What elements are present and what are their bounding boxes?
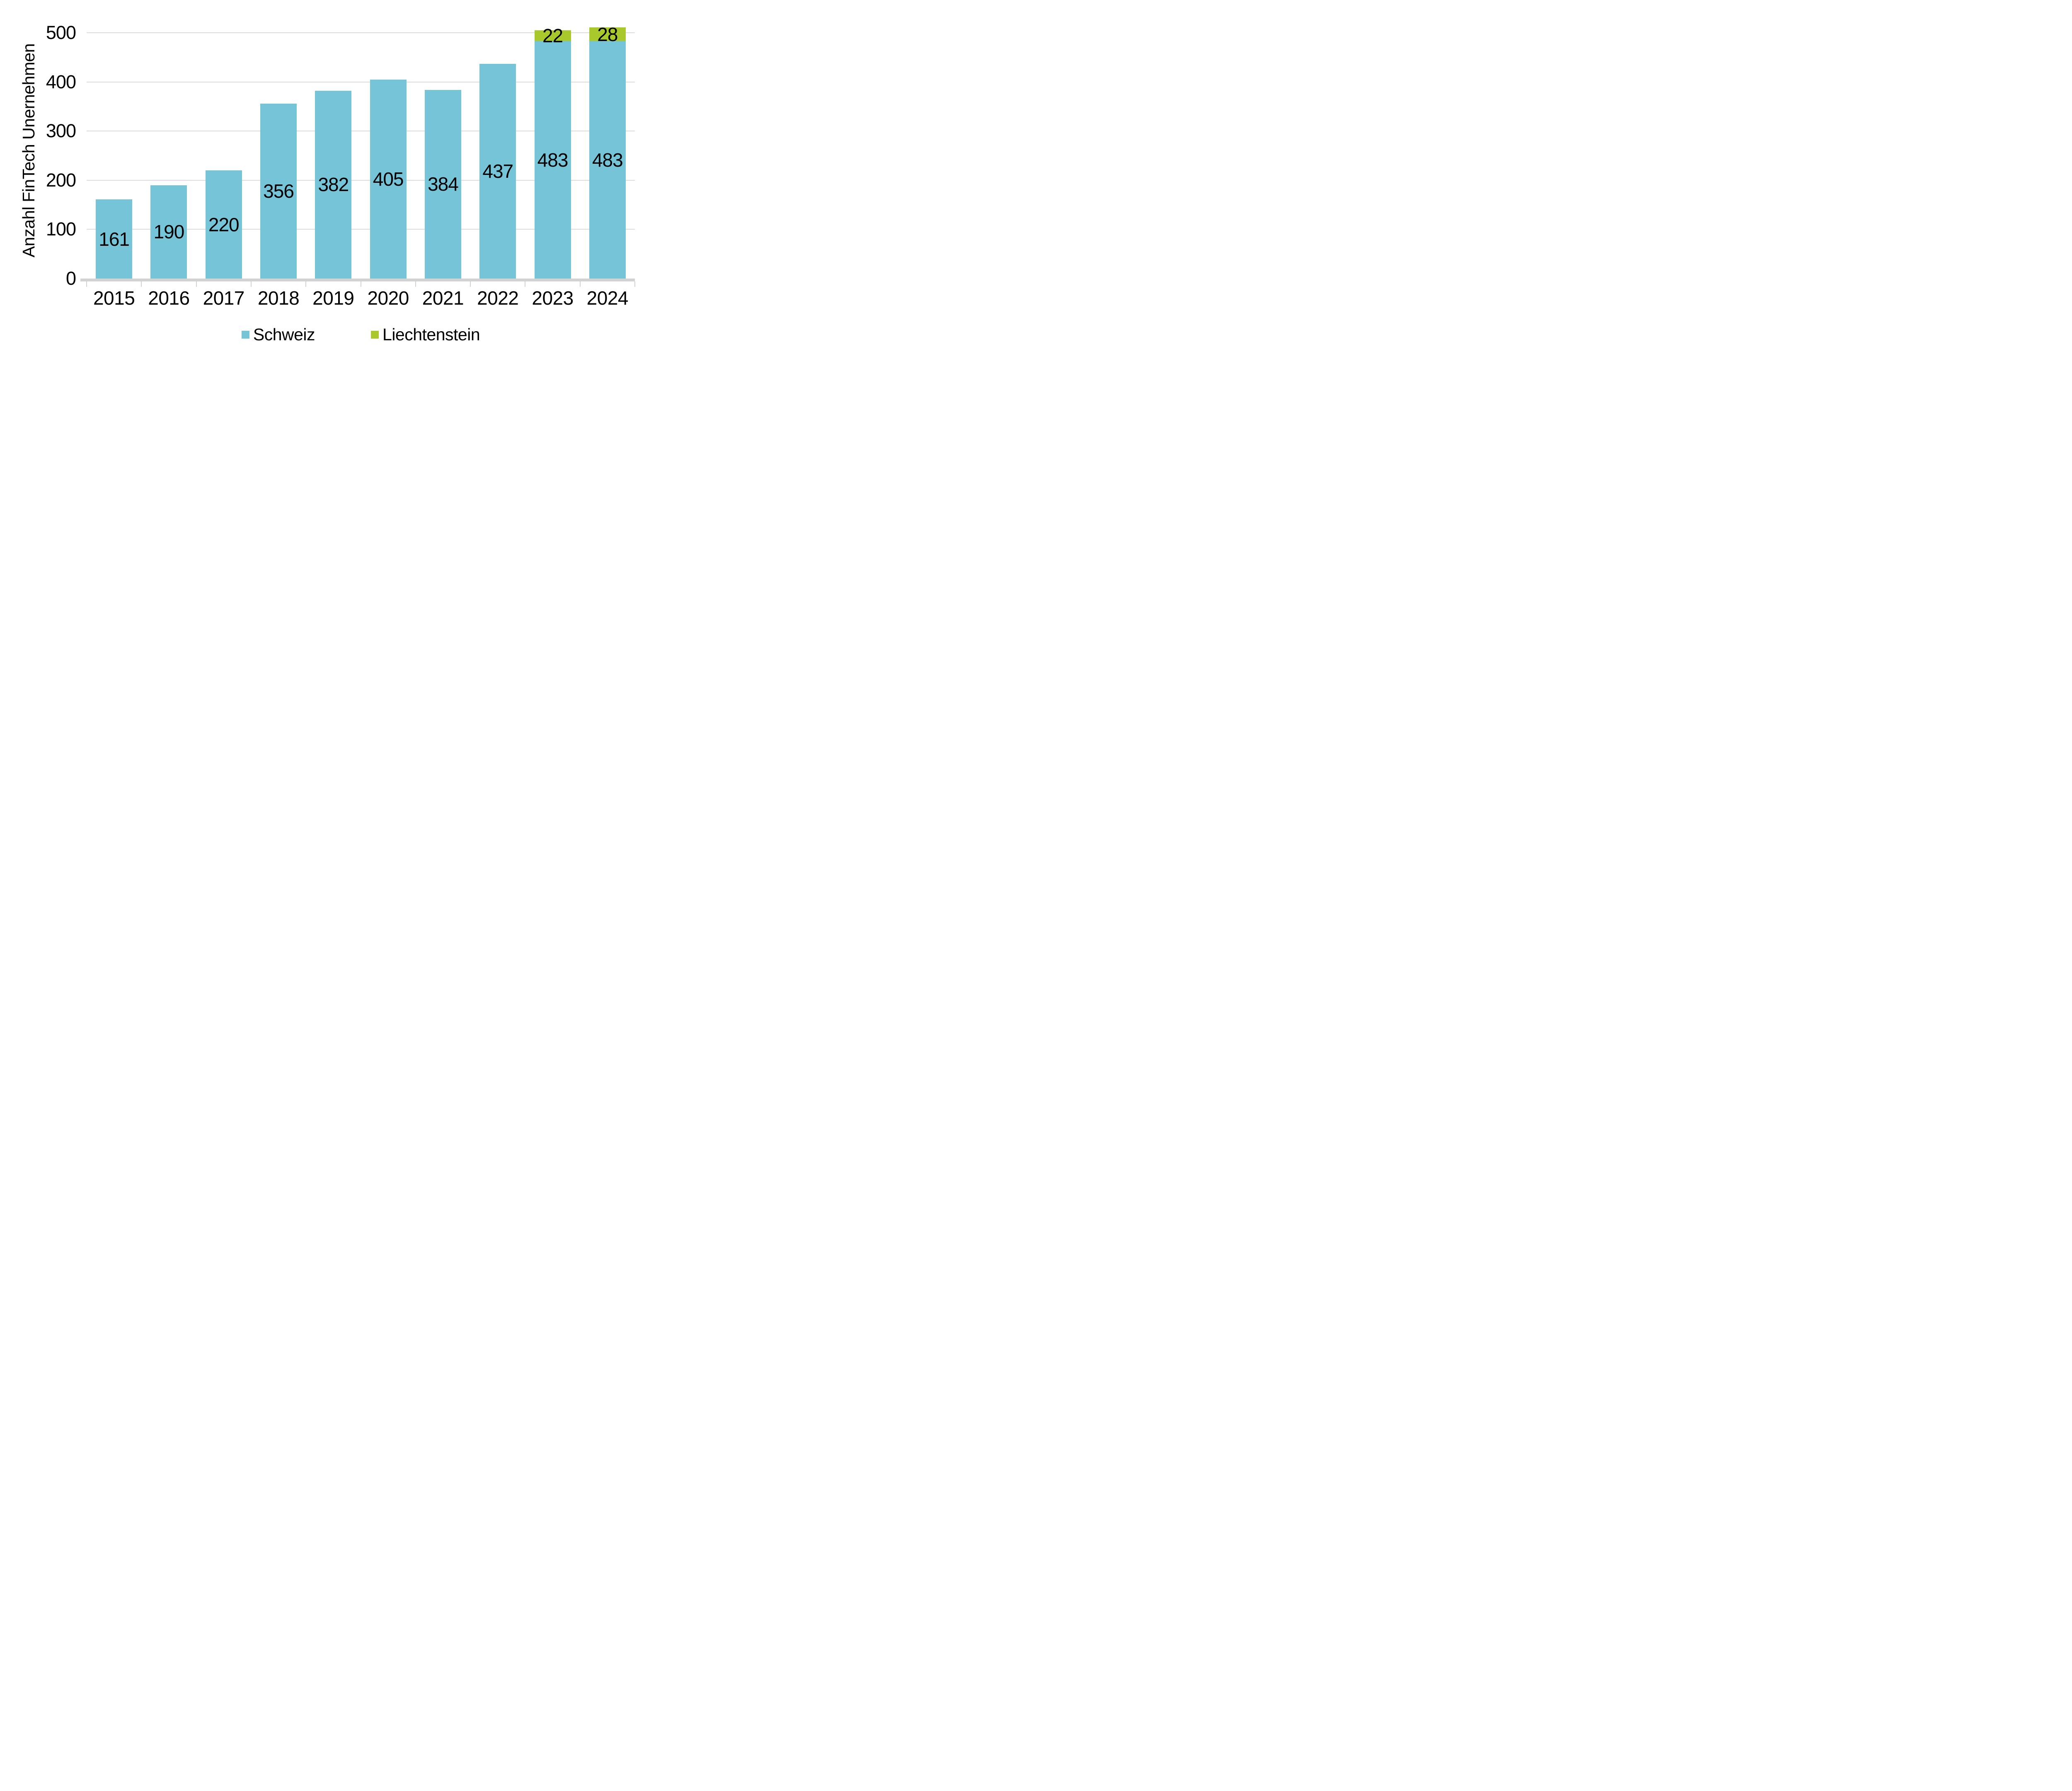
chart: Anzahl FinTech Unernehmen 0 100 200 300 400 5… <box>0 0 663 358</box>
bar-2017-schweiz <box>205 170 242 279</box>
y-axis-tick-label: 400 <box>46 71 76 92</box>
x-axis-tick <box>579 281 581 287</box>
x-axis-label-2016: 2016 <box>148 287 190 309</box>
x-axis-label-2023: 2023 <box>532 287 574 309</box>
bar-2021-schweiz <box>424 90 461 279</box>
x-axis-tick <box>415 281 416 287</box>
x-axis-tick <box>86 281 87 287</box>
x-axis-label-2024: 2024 <box>586 287 629 309</box>
bar-value-label: 356 <box>263 180 294 202</box>
bar-value-label: 190 <box>153 221 185 243</box>
bar-2018-schweiz <box>260 103 297 279</box>
bar-value-label: 405 <box>373 168 404 190</box>
bar-2024-liechtenstein <box>589 27 626 41</box>
x-axis-tick <box>196 281 197 287</box>
x-axis-label-2022: 2022 <box>477 287 519 309</box>
y-axis-tick-label: 0 <box>65 268 76 289</box>
bar-value-label: 483 <box>592 149 623 171</box>
legend-label: Schweiz <box>253 325 315 344</box>
bar-value-label: 22 <box>542 25 563 47</box>
x-axis-label-2021: 2021 <box>422 287 464 309</box>
x-axis-tick <box>305 281 307 287</box>
y-axis-zero-tick <box>80 279 87 281</box>
x-axis-tick <box>250 281 252 287</box>
bar-value-label: 483 <box>537 149 569 171</box>
bar-value-label: 382 <box>318 174 349 196</box>
x-axis-label-2019: 2019 <box>312 287 354 309</box>
y-axis-tick-label: 200 <box>46 169 76 191</box>
bar-value-label: 161 <box>99 228 130 250</box>
gridline-100 <box>87 229 635 230</box>
x-axis-tick <box>470 281 471 287</box>
bar-2022-schweiz <box>479 63 516 279</box>
x-axis-tick <box>141 281 142 287</box>
x-axis-line <box>87 279 635 281</box>
legend-label: Liechtenstein <box>382 325 480 344</box>
x-axis-label-2020: 2020 <box>367 287 409 309</box>
y-axis-tick-label: 300 <box>46 120 76 142</box>
y-axis-tick-label: 500 <box>46 22 76 43</box>
bar-2016-schweiz <box>150 185 187 279</box>
x-axis-label-2015: 2015 <box>93 287 135 309</box>
legend: Schweiz Liechtenstein <box>87 326 635 343</box>
gridline-500 <box>87 32 635 33</box>
legend-item-schweiz: Schweiz <box>241 325 315 344</box>
bar-value-label: 384 <box>428 173 459 195</box>
bar-2024-schweiz <box>589 41 626 279</box>
bar-2023-schweiz <box>534 41 571 279</box>
y-axis-tick-label: 100 <box>46 218 76 240</box>
bar-2020-schweiz <box>370 79 407 279</box>
bar-2015-schweiz <box>96 199 133 279</box>
bar-value-label: 220 <box>208 213 240 235</box>
x-axis-label-2017: 2017 <box>203 287 245 309</box>
x-axis-label-2018: 2018 <box>257 287 300 309</box>
bar-2019-schweiz <box>315 90 352 279</box>
legend-swatch-schweiz <box>241 330 249 339</box>
legend-swatch-liechtenstein <box>371 330 379 339</box>
bar-2023-liechtenstein <box>534 30 571 41</box>
bar-value-label: 437 <box>482 160 513 182</box>
legend-item-liechtenstein: Liechtenstein <box>371 326 480 343</box>
x-axis-tick <box>634 281 635 287</box>
gridline-200 <box>87 179 635 181</box>
bar-value-label: 28 <box>597 23 618 45</box>
